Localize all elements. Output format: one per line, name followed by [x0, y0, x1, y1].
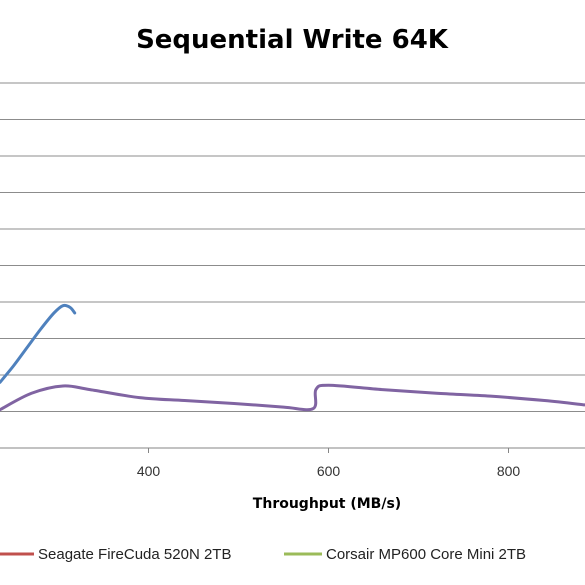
legend-label: Seagate FireCuda 520N 2TB	[38, 546, 231, 563]
x-tick-label: 800	[497, 463, 521, 479]
legend: Seagate FireCuda 520N 2TB Corsair MP600 C…	[0, 546, 526, 563]
legend-label: Corsair MP600 Core Mini 2TB	[326, 546, 526, 563]
chart-title: Sequential Write 64K	[136, 25, 449, 55]
gridlines	[0, 82, 585, 449]
series-line-1	[0, 303, 77, 384]
plot-area	[0, 303, 585, 412]
x-tick-label: 600	[317, 463, 341, 479]
x-axis-ticks: 400 600 800	[137, 448, 521, 479]
x-axis-label: Throughput (MB/s)	[253, 496, 401, 512]
x-tick-label: 400	[137, 463, 161, 479]
series-line-4	[0, 383, 585, 412]
